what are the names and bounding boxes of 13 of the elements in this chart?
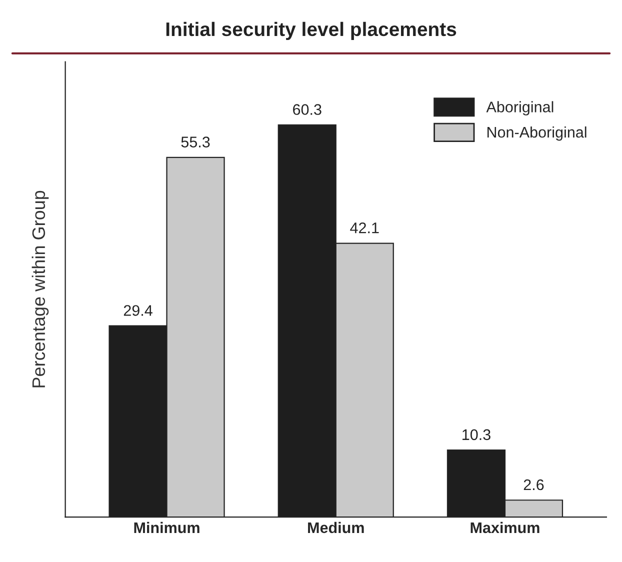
y-axis-title: Percentage within Group — [32, 190, 49, 388]
legend-label: Aboriginal — [486, 101, 554, 116]
data-label: 55.3 — [181, 136, 210, 148]
data-label: 42.1 — [350, 222, 379, 234]
data-label: 60.3 — [293, 104, 322, 115]
chart-title: Initial security level placements — [166, 22, 456, 40]
x-tick-label: Minimum — [134, 522, 200, 534]
x-tick-label: Maximum — [470, 522, 540, 534]
x-tick-label: Medium — [308, 522, 364, 534]
legend-label: Non-Aboriginal — [487, 126, 586, 141]
data-label: 10.3 — [462, 429, 490, 440]
data-label: 2.6 — [524, 479, 544, 490]
data-label: 29.4 — [124, 305, 152, 316]
